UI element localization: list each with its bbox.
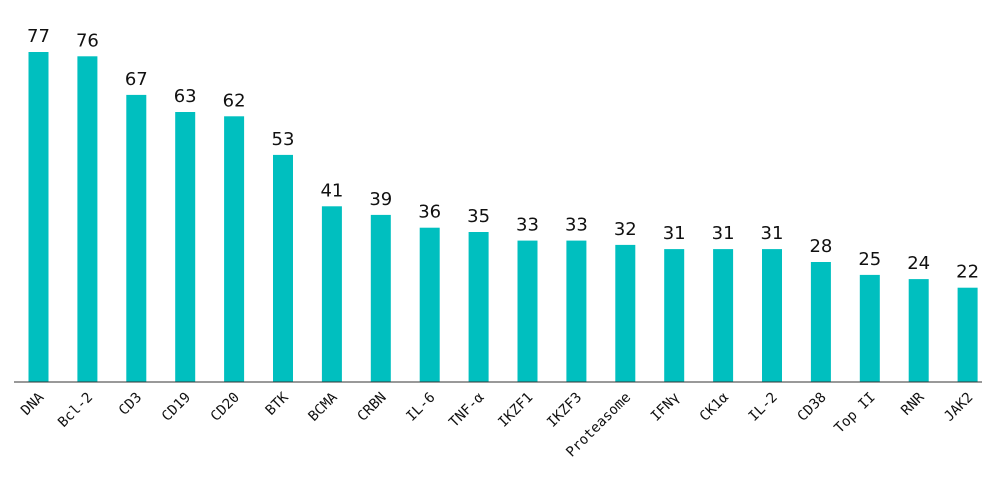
bars-layer	[29, 52, 978, 382]
value-label-6: 41	[320, 180, 343, 201]
bar-12	[615, 245, 635, 382]
category-label-11: IKZF3	[544, 390, 585, 431]
category-label-5: BTK	[263, 389, 293, 419]
bar-19	[958, 288, 978, 382]
value-label-2: 67	[125, 69, 148, 90]
value-label-0: 77	[27, 26, 50, 47]
value-label-3: 63	[174, 86, 197, 107]
value-label-11: 33	[565, 215, 588, 236]
value-label-1: 76	[76, 30, 99, 51]
category-label-16: CD38	[795, 390, 830, 425]
bar-18	[909, 279, 929, 382]
value-label-18: 24	[907, 253, 930, 274]
category-label-13: IFNγ	[648, 390, 683, 425]
value-label-13: 31	[663, 223, 686, 244]
value-label-7: 39	[369, 189, 392, 210]
category-label-14: CK1α	[697, 389, 733, 425]
category-label-10: IKZF1	[495, 390, 536, 431]
category-label-4: CD20	[208, 390, 243, 425]
bar-4	[224, 116, 244, 382]
category-label-1: Bcl-2	[55, 390, 96, 431]
category-labels-layer: DNABcl-2CD3CD19CD20BTKBCMACRBNIL-6TNF-αI…	[18, 389, 976, 460]
value-label-17: 25	[858, 249, 881, 270]
value-labels-layer: 77 76 67 63 62 53 41 39 36 35 33 33 32 31 31 31 28 25 24 22	[27, 26, 979, 283]
bar-0	[29, 52, 49, 382]
bar-2	[126, 95, 146, 382]
bar-6	[322, 206, 342, 382]
bar-17	[860, 275, 880, 382]
value-label-19: 22	[956, 262, 979, 283]
category-label-6: BCMA	[306, 389, 342, 425]
value-label-8: 36	[418, 202, 441, 223]
category-label-18: RNR	[898, 389, 928, 419]
category-label-17: Top II	[832, 390, 879, 437]
value-label-16: 28	[809, 236, 832, 257]
bar-1	[77, 56, 97, 382]
bar-10	[518, 241, 538, 382]
category-label-9: TNF-α	[446, 389, 488, 431]
category-label-2: CD3	[116, 390, 145, 419]
value-label-9: 35	[467, 206, 490, 227]
bar-14	[713, 249, 733, 382]
bar-13	[664, 249, 684, 382]
category-label-0: DNA	[18, 389, 48, 419]
value-label-4: 62	[223, 90, 246, 111]
bar-3	[175, 112, 195, 382]
bar-16	[811, 262, 831, 382]
bar-8	[420, 228, 440, 382]
value-label-5: 53	[272, 129, 295, 150]
value-label-14: 31	[712, 223, 735, 244]
bar-9	[469, 232, 489, 382]
category-label-15: IL-2	[746, 390, 781, 425]
value-label-12: 32	[614, 219, 637, 240]
bar-5	[273, 155, 293, 382]
category-label-8: IL-6	[403, 390, 438, 425]
value-label-15: 31	[761, 223, 784, 244]
category-label-7: CRBN	[354, 390, 389, 425]
category-label-3: CD19	[159, 390, 194, 425]
category-label-19: JAK2	[941, 390, 976, 425]
bar-11	[566, 241, 586, 382]
bar-15	[762, 249, 782, 382]
bar-7	[371, 215, 391, 382]
value-label-10: 33	[516, 215, 539, 236]
